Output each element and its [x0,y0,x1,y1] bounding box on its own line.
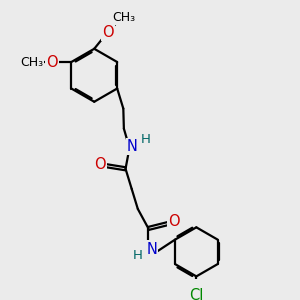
Text: N: N [127,139,138,154]
Text: CH₃: CH₃ [20,56,43,68]
Text: O: O [102,25,114,40]
Text: O: O [46,55,58,70]
Text: O: O [168,214,179,229]
Text: O: O [94,157,105,172]
Text: Cl: Cl [189,288,203,300]
Text: CH₃: CH₃ [112,11,135,24]
Text: H: H [141,133,151,146]
Text: N: N [146,242,157,256]
Text: H: H [133,249,143,262]
